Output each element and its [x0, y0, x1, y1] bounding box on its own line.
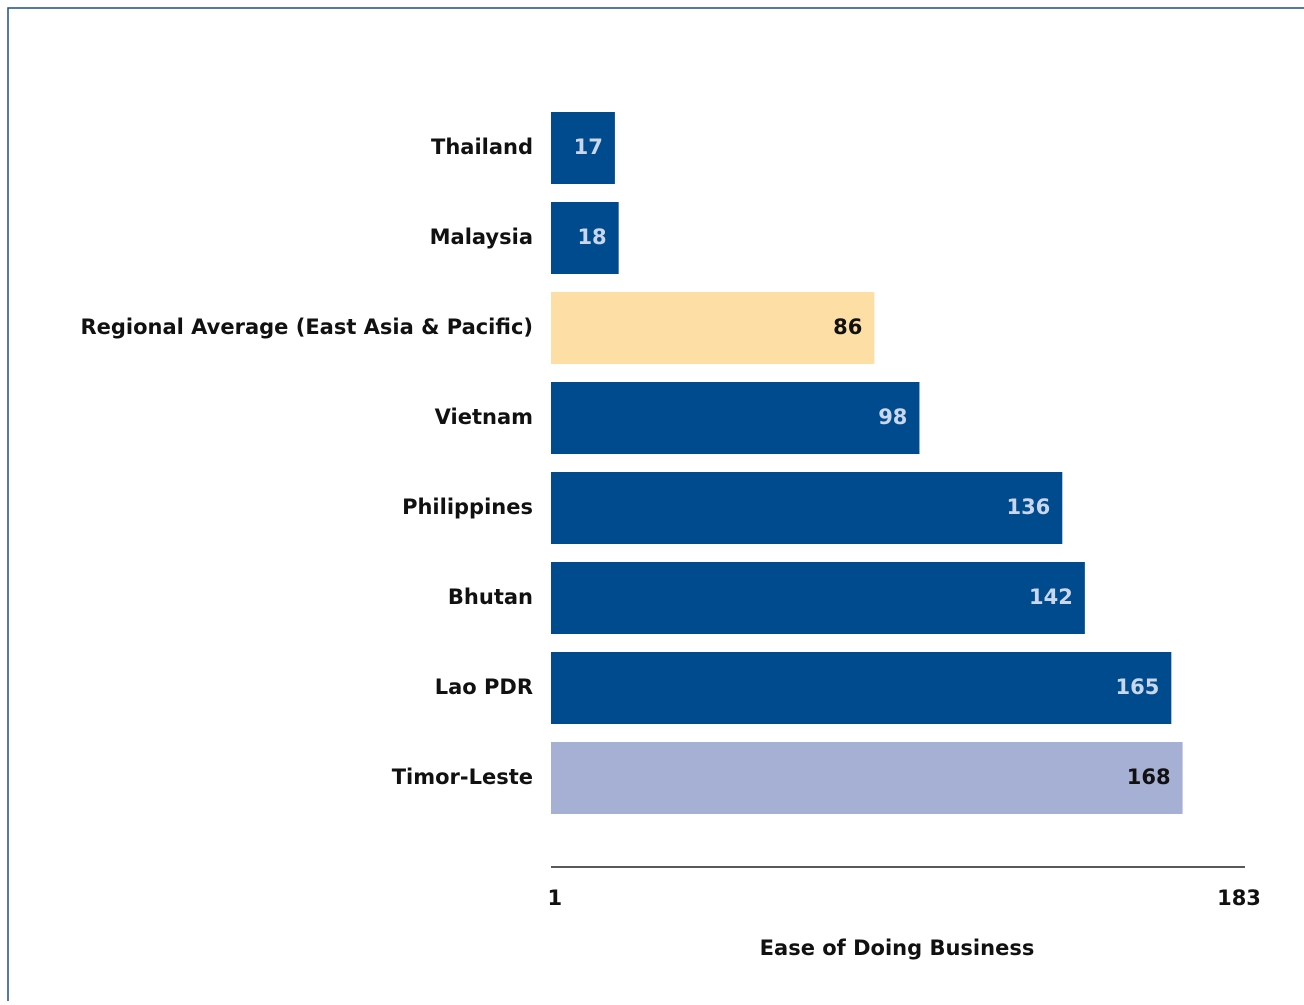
bar	[551, 652, 1172, 724]
value-label: 136	[1006, 495, 1050, 519]
bar	[551, 472, 1063, 544]
y-tick-label: Lao PDR	[435, 675, 533, 699]
value-label: 18	[577, 225, 606, 249]
x-tick-label: 1	[547, 886, 562, 910]
y-tick-label: Bhutan	[448, 585, 533, 609]
y-tick-label: Timor-Leste	[392, 765, 533, 789]
x-axis-title: Ease of Doing Business	[760, 936, 1035, 960]
value-label: 98	[878, 405, 907, 429]
frame	[7, 7, 1304, 1005]
value-label: 86	[833, 315, 862, 339]
bar	[551, 742, 1183, 814]
bar	[551, 292, 875, 364]
value-label: 168	[1127, 765, 1171, 789]
value-label: 17	[574, 135, 603, 159]
y-tick-label: Regional Average (East Asia & Pacific)	[80, 315, 533, 339]
bar	[551, 382, 920, 454]
y-tick-label: Philippines	[402, 495, 533, 519]
x-tick-label: 183	[1217, 886, 1261, 910]
y-tick-label: Thailand	[431, 135, 533, 159]
y-tick-label: Vietnam	[435, 405, 533, 429]
bar	[551, 562, 1085, 634]
value-label: 142	[1029, 585, 1073, 609]
value-label: 165	[1115, 675, 1159, 699]
y-tick-label: Malaysia	[430, 225, 533, 249]
bar	[551, 202, 619, 274]
bar	[551, 112, 615, 184]
